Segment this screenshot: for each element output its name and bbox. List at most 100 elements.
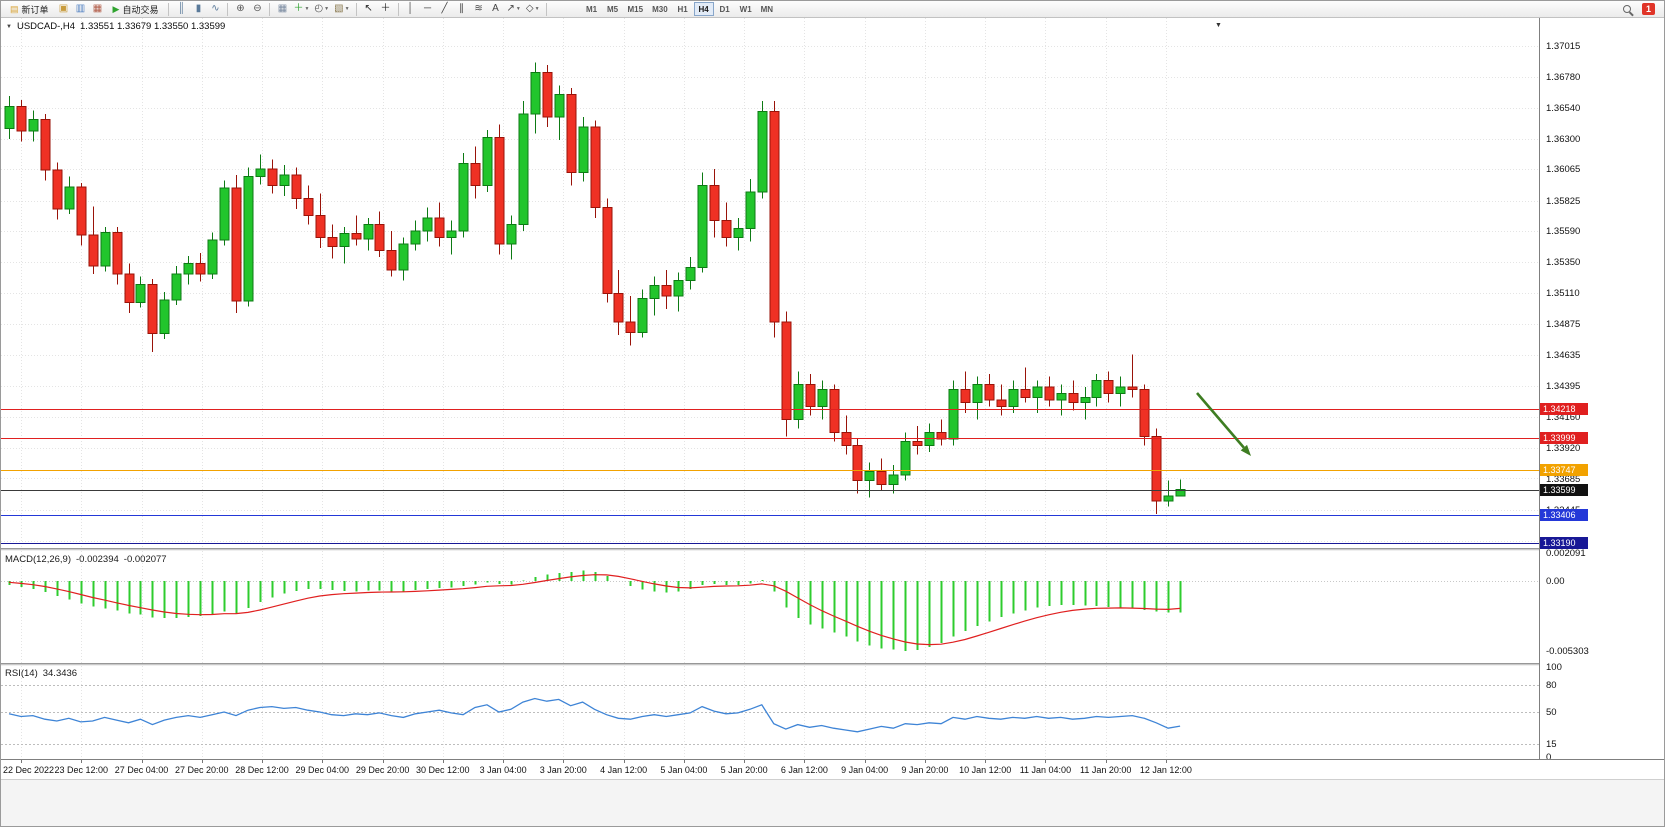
timeframe-button-mn[interactable]: MN: [760, 4, 774, 14]
timeframe-button-w1[interactable]: W1: [739, 4, 752, 14]
time-axis-label: 9 Jan 20:00: [901, 765, 949, 775]
macd-grid: [1, 551, 1539, 663]
time-tick: [262, 760, 263, 763]
time-axis-label: 12 Jan 12:00: [1139, 765, 1192, 775]
time-axis-label: 4 Jan 12:00: [600, 765, 648, 775]
trend-arrow-annotation[interactable]: [1196, 392, 1251, 456]
crosshair-icon[interactable]: ＋: [380, 3, 391, 14]
fibonacci-icon[interactable]: ≋: [474, 3, 483, 14]
search-icon[interactable]: [1619, 2, 1635, 17]
toolbar-separator: [397, 2, 399, 16]
text-label-icon[interactable]: A: [492, 3, 499, 14]
price-tick-label: 1.37015: [1546, 41, 1581, 52]
time-tick: [21, 760, 22, 763]
main-chart-canvas[interactable]: [1, 18, 1539, 548]
chart-grid: [1, 18, 1539, 548]
time-tick: [924, 760, 926, 763]
rsi-axis-label: 80: [1546, 680, 1557, 691]
time-axis-label: 22 Dec 2022: [3, 765, 55, 775]
time-axis-label: 3 Jan 20:00: [539, 765, 587, 775]
magnifier-glyph: [1623, 5, 1631, 13]
auto-trading-button[interactable]: ▶ 自动交易: [107, 2, 165, 17]
macd-signal-line: [8, 574, 1181, 646]
line-chart-type-icon[interactable]: ∿: [211, 3, 220, 14]
timeframe-button-d1[interactable]: D1: [719, 4, 730, 14]
price-tick-label: 1.36540: [1546, 102, 1581, 114]
timeframe-button-m5[interactable]: M5: [606, 4, 619, 14]
time-tick: [141, 760, 143, 763]
time-axis[interactable]: 22 Dec 2022 23 Dec 12:00 27 Dec 04:00 27 De…: [1, 759, 1664, 779]
time-axis-label: 29 Dec 20:00: [355, 765, 410, 775]
price-tick-label: 1.36780: [1546, 71, 1581, 83]
channel-icon[interactable]: ∥: [459, 3, 465, 14]
toolbar-separator: [355, 2, 357, 16]
candlestick-type-icon[interactable]: ▮: [195, 3, 202, 14]
horizontal-line-icon[interactable]: ─: [423, 3, 432, 14]
status-bar: [1, 779, 1664, 826]
periods-icon[interactable]: ◴ ▼: [314, 3, 330, 14]
scroll-to-end-marker[interactable]: ▼: [1215, 22, 1222, 29]
chart-ohlc-values: 1.33551 1.33679 1.33550 1.33599: [80, 21, 226, 32]
rsi-line: [8, 697, 1181, 733]
time-axis-label: 27 Dec 20:00: [175, 765, 229, 775]
vertical-line-icon[interactable]: │: [407, 3, 414, 14]
timeframe-button-h4[interactable]: H4: [693, 2, 714, 16]
timeframe-button-h1[interactable]: H1: [677, 4, 688, 14]
chart-collapse-icon[interactable]: ▼: [6, 23, 12, 30]
market-watch-icon[interactable]: ▦: [92, 3, 103, 14]
arrow-tools-icon-caret: ▼: [515, 5, 521, 12]
time-axis-label: 27 Dec 04:00: [114, 765, 169, 775]
current-price-badge: 1.33599: [1540, 483, 1588, 496]
timeframe-button-m15[interactable]: M15: [627, 4, 644, 14]
timeframe-button-m30[interactable]: M30: [652, 4, 668, 14]
rsi-grid: [1, 666, 1539, 759]
rsi-panel-canvas[interactable]: [1, 666, 1539, 759]
price-axis[interactable]: 1.37015 1.36780 1.36540 1.36300 1.36065 1.358…: [1539, 18, 1664, 763]
grid-icon[interactable]: ▦: [277, 3, 288, 14]
macd-signal-value: -0.002077: [123, 554, 167, 565]
timeframe-button-m1[interactable]: M1: [585, 4, 598, 14]
profiles-icon[interactable]: ▥: [75, 3, 86, 14]
panel-separator-macd[interactable]: [1, 548, 1664, 551]
panel-separator-rsi[interactable]: [1, 663, 1664, 666]
time-axis-label: 28 Dec 12:00: [235, 765, 289, 775]
new-chart-icon[interactable]: ▣: [58, 3, 69, 14]
toolbar-separator: [168, 2, 170, 16]
price-tick-label: 1.35350: [1546, 257, 1581, 269]
price-tick-label: 1.33920: [1546, 443, 1581, 454]
indicators-icon-caret: ▼: [304, 5, 310, 12]
time-tick: [1105, 760, 1107, 763]
chart-title: ▼ USDCAD-,H4 1.33551 1.33679 1.33550 1.3…: [6, 21, 225, 32]
bar-chart-type-icon[interactable]: ║: [177, 3, 186, 14]
time-tick: [81, 760, 83, 763]
toolbar-separator: [545, 2, 547, 16]
shapes-icon-caret: ▼: [534, 5, 540, 12]
notification-badge[interactable]: 1: [1642, 3, 1655, 15]
time-axis-label: 11 Jan 20:00: [1079, 765, 1132, 775]
toolbar-separator: [269, 2, 271, 16]
periods-icon-caret: ▼: [324, 5, 330, 12]
zoom-in-icon[interactable]: ⊕: [236, 3, 245, 14]
time-tick: [382, 760, 384, 763]
horizontal-price-levels[interactable]: [1, 408, 1539, 545]
price-tick-label: 1.36065: [1546, 164, 1581, 176]
indicators-icon[interactable]: ＋ ▼: [293, 3, 310, 14]
zoom-out-icon[interactable]: ⊖: [253, 3, 262, 14]
price-tick-label: 1.35825: [1546, 195, 1581, 207]
auto-trading-icon: ▶: [112, 3, 120, 14]
price-tick-label: 1.34160: [1546, 411, 1581, 423]
time-tick: [623, 760, 625, 763]
time-tick: [503, 760, 505, 763]
price-tick-label: 1.33685: [1546, 473, 1581, 485]
auto-trading-button-label: 自动交易: [122, 4, 159, 15]
shapes-icon[interactable]: ◇ ▼: [525, 3, 540, 14]
new-order-button[interactable]: ▤ 新订单: [4, 2, 55, 17]
arrow-tools-icon[interactable]: ↗ ▼: [506, 3, 521, 14]
rsi-axis-label: 100: [1546, 662, 1562, 673]
templates-icon[interactable]: ▧ ▼: [334, 3, 350, 14]
trendline-icon[interactable]: ╱: [441, 3, 448, 14]
templates-icon-caret: ▼: [344, 5, 350, 12]
cursor-icon[interactable]: ↖: [364, 3, 373, 14]
macd-panel-canvas[interactable]: [1, 551, 1539, 663]
